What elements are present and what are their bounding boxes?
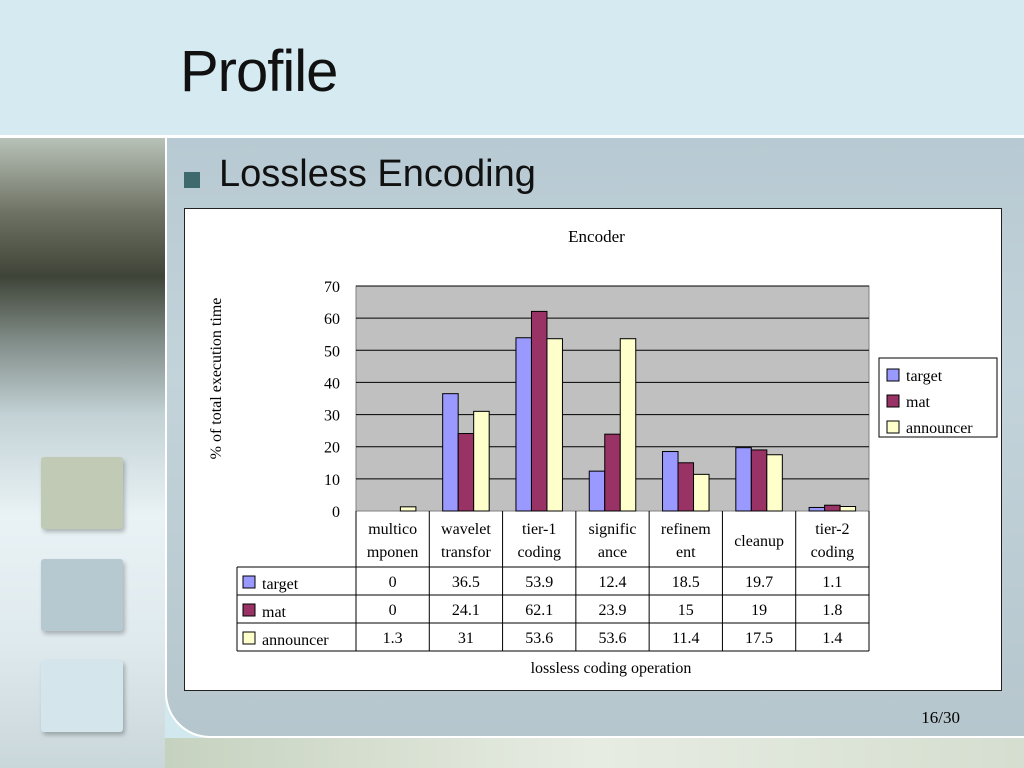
bar-target [588,470,606,512]
page-number: 16/30 [921,708,960,727]
chart-frame: Encoder 0 10 20 30 40 50 60 70 % of total executi… [184,208,1002,691]
bar-target [662,451,679,512]
x-tick-label: wavelet [441,521,491,538]
bar-target [735,447,752,512]
x-tick-label: cleanup [734,533,784,550]
x-tick-label: ance [598,544,627,561]
x-tick-label: mponen [367,544,419,561]
y-tick-label: 0 [332,504,340,521]
x-axis-label: lossless coding operation [531,660,692,677]
data-label: 18.5 [672,574,700,591]
data-label: 0 [389,602,397,619]
bar-mat [677,462,695,512]
legend-entry: target [906,368,943,385]
bar-mat [750,449,768,512]
table-key-target [242,575,256,589]
slide-title: Profile [180,39,338,104]
bar-announcer [399,506,417,512]
x-tick-label: refinem [661,521,711,538]
legend-swatch-mat [886,394,900,408]
y-axis-label: % of total execution time [208,298,225,460]
y-tick-label: 50 [324,343,340,360]
bar-announcer [473,410,490,512]
bar-announcer [546,338,563,512]
legend-swatch-target [886,368,900,382]
data-label: 53.6 [599,630,627,647]
legend-entry: mat [906,394,931,411]
title-band [0,0,1024,135]
y-tick-label: 20 [324,440,340,457]
y-tick-label: 60 [324,311,340,328]
y-tick-label: 70 [324,279,340,296]
data-label: 19.7 [745,574,773,591]
bar-announcer [766,454,783,512]
data-label: 23.9 [599,602,627,619]
x-tick-label: coding [811,544,855,561]
bar-announcer [693,473,710,512]
x-tick-label: tier-2 [815,521,849,538]
bullet-text: Lossless Encoding [219,153,536,195]
data-label: 19 [751,602,767,619]
decorative-square-2 [41,559,123,631]
data-label: 1.8 [822,602,842,619]
data-label: 1.1 [822,574,842,591]
data-label: 36.5 [452,574,480,591]
x-tick-label: signific [589,521,637,538]
bullet-square-icon [184,172,200,188]
bar-mat [824,504,841,512]
bar-announcer [619,338,637,512]
bar-target [808,506,826,512]
data-label: 11.4 [672,630,699,647]
bottom-decorative-band [165,738,1024,768]
data-label: 15 [678,602,694,619]
table-key-mat [242,603,256,617]
legend-entry: announcer [906,420,973,437]
data-label: 12.4 [599,574,627,591]
table-key-announcer [242,631,256,645]
x-tick-label: ent [676,544,696,561]
x-tick-label: transfor [441,544,491,561]
table-series-name: announcer [262,632,329,649]
decorative-square-3 [41,660,123,732]
bar-mat [604,433,621,512]
y-tick-label: 10 [324,472,340,489]
x-tick-label: multico [368,521,417,538]
bar-target [515,337,532,512]
bar-announcer [839,506,857,512]
data-label: 17.5 [745,630,773,647]
y-tick-label: 30 [324,408,340,425]
data-label: 24.1 [452,602,480,619]
x-tick-label: coding [517,544,561,561]
data-label: 1.4 [822,630,842,647]
bar-mat [457,433,475,512]
decorative-square-1 [41,457,123,529]
bar-mat [530,310,548,512]
legend-swatch-announcer [886,420,900,434]
table-series-name: target [262,576,299,593]
data-label: 0 [389,574,397,591]
chart-title: Encoder [568,227,625,246]
table-series-name: mat [262,604,287,621]
y-tick-label: 40 [324,375,340,392]
data-label: 62.1 [525,602,553,619]
bar-target [442,393,459,512]
data-label: 31 [458,630,474,647]
x-tick-label: tier-1 [522,521,556,538]
title-divider [0,135,1024,138]
data-label: 53.9 [525,574,553,591]
data-label: 1.3 [383,630,403,647]
data-label: 53.6 [525,630,553,647]
encoder-chart: Encoder 0 10 20 30 40 50 60 70 % of total executi… [208,227,998,677]
